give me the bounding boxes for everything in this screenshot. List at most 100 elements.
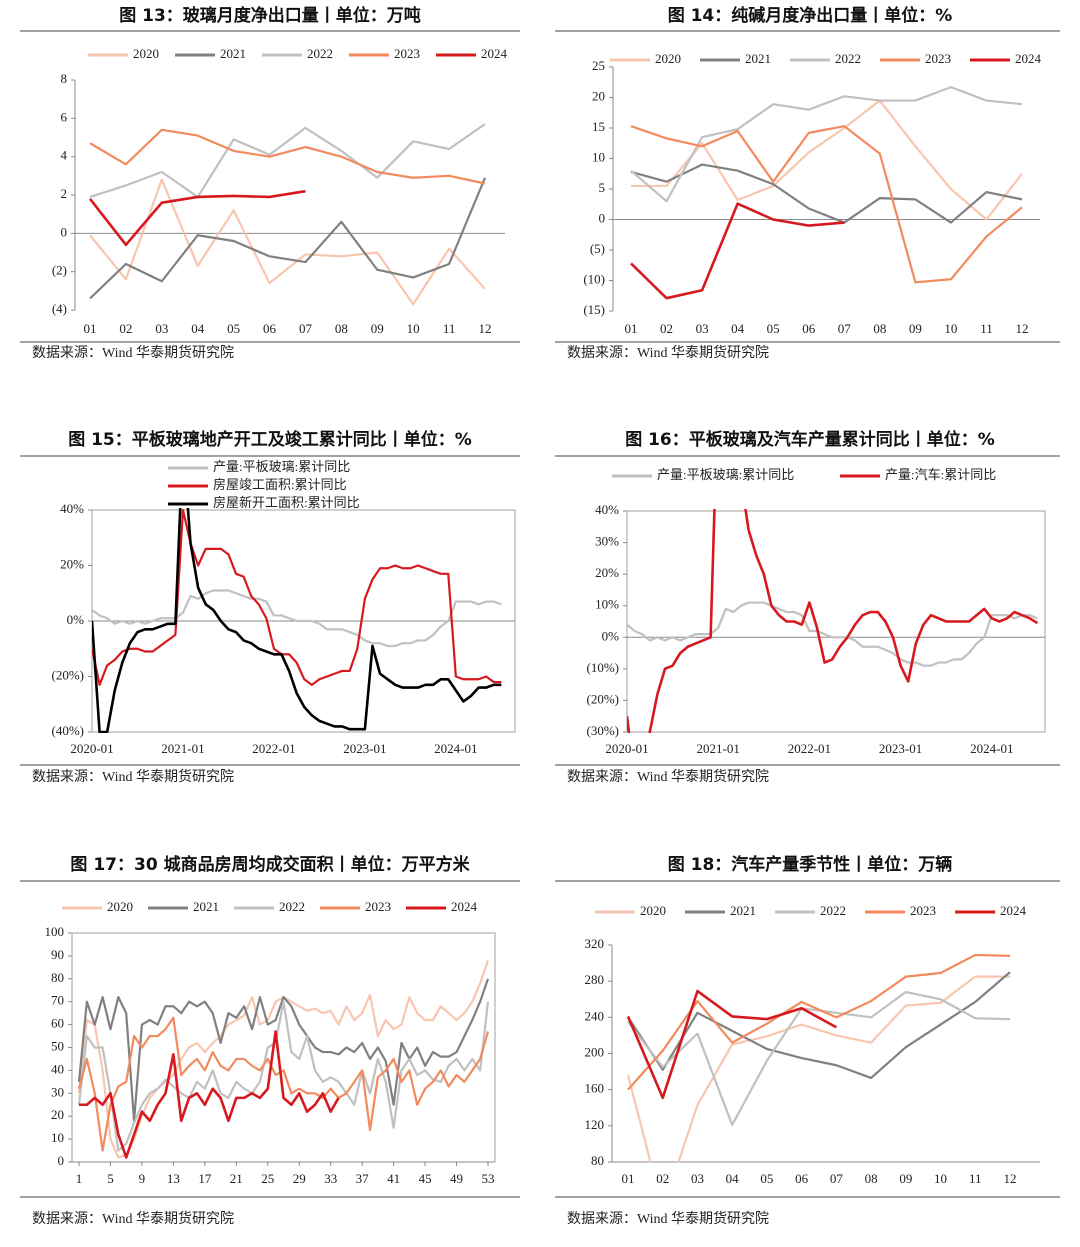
x-tick-label: 11 [443, 321, 456, 336]
x-tick-label: 9 [139, 1171, 146, 1186]
legend-label: 2020 [655, 51, 681, 66]
y-tick-label: 320 [585, 936, 605, 951]
y-tick-label: 6 [61, 109, 68, 124]
y-tick-label: 240 [585, 1008, 605, 1023]
x-tick-label: 04 [726, 1171, 740, 1186]
source-note: 数据来源：Wind 华泰期货研究院 [32, 344, 234, 361]
y-tick-label: 120 [585, 1117, 605, 1132]
x-tick-label: 01 [622, 1171, 635, 1186]
x-tick-label: 02 [119, 321, 132, 336]
legend-label: 产量:平板玻璃:累计同比 [657, 467, 794, 482]
x-tick-label: 29 [293, 1171, 306, 1186]
x-tick-label: 2021-01 [161, 741, 204, 756]
source-note: 数据来源：Wind 华泰期货研究院 [567, 344, 769, 361]
y-tick-label: 20% [595, 565, 619, 580]
series-line [89, 128, 486, 185]
x-tick-label: 05 [760, 1171, 773, 1186]
x-tick-label: 08 [335, 321, 348, 336]
series-line [92, 589, 502, 648]
series-line [92, 508, 502, 686]
y-tick-label: (10%) [587, 660, 620, 675]
x-tick-label: 05 [227, 321, 240, 336]
y-tick-label: 60 [51, 1016, 64, 1031]
x-tick-label: 2024-01 [970, 741, 1013, 756]
y-tick-label: 40% [60, 501, 84, 516]
series-line [630, 125, 1023, 284]
source-note: 数据来源：Wind 华泰期货研究院 [32, 1210, 234, 1227]
series-line [92, 508, 502, 733]
legend-label: 2020 [640, 903, 666, 918]
y-tick-label: 5 [599, 180, 606, 195]
x-tick-label: 49 [450, 1171, 463, 1186]
x-tick-label: 09 [899, 1171, 912, 1186]
y-tick-label: 25 [592, 58, 605, 73]
plot-frame [626, 510, 1046, 733]
legend-label: 房屋新开工面积:累计同比 [213, 495, 360, 510]
x-tick-label: 11 [980, 321, 993, 336]
x-tick-label: 10 [934, 1171, 947, 1186]
series-line [79, 1030, 340, 1159]
x-tick-label: 12 [1016, 321, 1029, 336]
x-tick-label: 33 [324, 1171, 337, 1186]
y-tick-label: (5) [590, 241, 605, 256]
series-line [630, 86, 1023, 203]
x-tick-label: 04 [191, 321, 205, 336]
x-tick-label: 06 [263, 321, 277, 336]
x-tick-label: 12 [1004, 1171, 1017, 1186]
series-line [627, 509, 1039, 733]
y-tick-label: 70 [51, 993, 64, 1008]
source-note: 数据来源：Wind 华泰期货研究院 [32, 768, 234, 785]
y-tick-label: 20 [592, 88, 605, 103]
series-line [77, 978, 490, 1122]
x-tick-label: 2023-01 [879, 741, 922, 756]
legend-label: 2024 [1000, 903, 1027, 918]
y-tick-label: 10 [592, 149, 605, 164]
series-line [630, 202, 845, 300]
chart-title: 图 18：汽车产量季节性丨单位：万辆 [668, 854, 953, 875]
x-tick-label: 12 [479, 321, 492, 336]
x-tick-label: 2023-01 [343, 741, 386, 756]
x-tick-label: 45 [419, 1171, 432, 1186]
y-tick-label: (15) [583, 302, 605, 317]
y-tick-label: 280 [585, 972, 605, 987]
x-tick-label: 03 [691, 1171, 704, 1186]
x-tick-label: 01 [625, 321, 638, 336]
x-tick-label: 21 [230, 1171, 243, 1186]
y-tick-label: 20% [60, 556, 84, 571]
x-tick-label: 17 [198, 1171, 212, 1186]
y-tick-label: 10% [595, 597, 619, 612]
series-line [77, 960, 490, 1159]
y-tick-label: 0 [599, 210, 606, 225]
legend-label: 2021 [730, 903, 756, 918]
y-tick-label: 0 [61, 224, 68, 239]
y-tick-label: 4 [61, 148, 68, 163]
x-tick-label: 10 [407, 321, 420, 336]
series-line [88, 189, 306, 247]
legend-label: 2023 [910, 903, 936, 918]
legend-label: 2023 [925, 51, 951, 66]
legend-label: 2024 [481, 46, 508, 61]
series-line [626, 989, 837, 1100]
x-tick-label: 10 [944, 321, 957, 336]
x-tick-label: 06 [795, 1171, 809, 1186]
series-line [630, 163, 1023, 224]
y-tick-label: (2) [52, 263, 67, 278]
y-tick-label: (20%) [587, 691, 620, 706]
series-line [626, 975, 1010, 1163]
series-line [77, 1000, 490, 1152]
y-tick-label: 15 [592, 119, 605, 134]
legend-label: 2024 [1015, 51, 1042, 66]
y-tick-label: 30% [595, 534, 619, 549]
y-tick-label: 8 [61, 71, 68, 86]
x-tick-label: 2020-01 [605, 741, 648, 756]
x-tick-label: 07 [299, 321, 313, 336]
x-tick-label: 37 [356, 1171, 370, 1186]
legend-label: 房屋竣工面积:累计同比 [213, 477, 347, 492]
x-tick-label: 03 [155, 321, 168, 336]
chart-title: 图 15：平板玻璃地产开工及竣工累计同比丨单位：% [68, 429, 472, 450]
y-tick-label: (4) [52, 301, 67, 316]
legend-label: 2024 [451, 899, 478, 914]
x-tick-label: 1 [76, 1171, 83, 1186]
